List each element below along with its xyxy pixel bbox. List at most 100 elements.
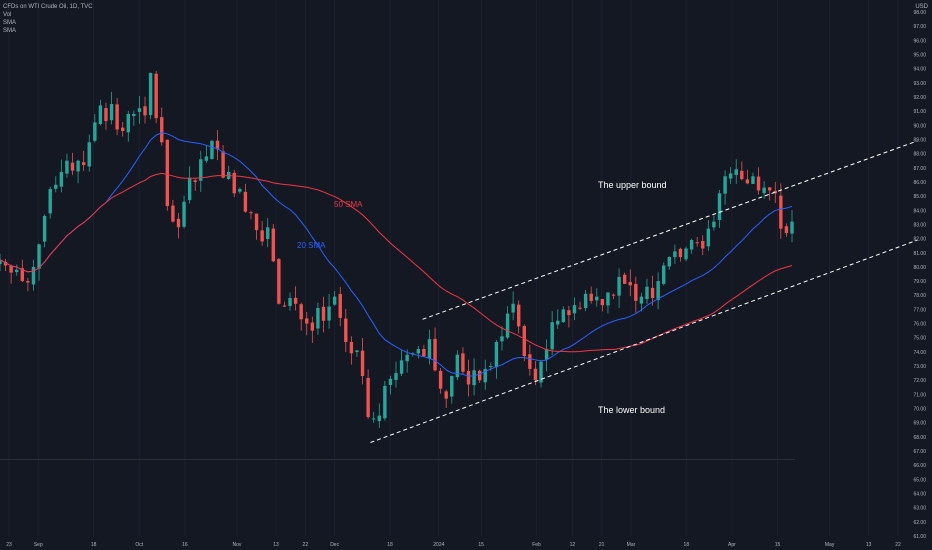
candle-body xyxy=(305,318,309,324)
price-axis[interactable]: 61.00 62.00 63.00 64.00 65.00 66.00 67.00 68.00… xyxy=(913,10,926,540)
y-tick-label: 65.00 xyxy=(913,477,926,483)
x-tick-label: Dec xyxy=(330,542,339,548)
candle-body xyxy=(9,265,13,273)
candle-body xyxy=(59,172,64,187)
y-tick-label: 69.00 xyxy=(913,421,926,427)
sma20-line xyxy=(0,132,793,377)
x-tick-label: Sep xyxy=(34,542,43,548)
candle-body xyxy=(193,180,197,182)
candle-body xyxy=(595,296,599,301)
y-tick-label: 83.00 xyxy=(913,222,926,228)
y-tick-label: 67.00 xyxy=(913,449,926,455)
legend-sma-2[interactable]: SMA xyxy=(3,28,17,34)
sma20-label: 20 SMA xyxy=(297,241,326,250)
candle-body xyxy=(511,303,515,313)
candle-body xyxy=(444,391,448,399)
candle-body xyxy=(394,373,398,380)
y-tick-label: 96.00 xyxy=(913,38,926,44)
candle-body xyxy=(37,244,41,269)
candle-body xyxy=(539,361,543,383)
candle-body xyxy=(433,338,437,371)
candle-body xyxy=(533,368,538,381)
y-tick-label: 73.00 xyxy=(913,364,926,370)
candle-body xyxy=(673,251,677,258)
grid xyxy=(0,0,899,536)
candle-body xyxy=(20,268,25,282)
y-tick-label: 82.00 xyxy=(913,237,926,243)
candle-body xyxy=(310,322,315,331)
symbol-title[interactable]: CFDs on WTI Crude Oil, 1D, TVC xyxy=(3,4,93,10)
x-tick-label: 22 xyxy=(895,542,901,548)
candle-body xyxy=(578,307,582,309)
candle-body xyxy=(221,151,225,178)
candle-body xyxy=(567,310,571,316)
candle-body xyxy=(645,286,649,300)
candle-body xyxy=(494,341,499,368)
candle-body xyxy=(232,172,236,194)
candle-body xyxy=(65,160,69,174)
candle-body xyxy=(160,117,164,143)
candle-body xyxy=(293,297,298,304)
candle-body xyxy=(556,320,560,325)
candle-body xyxy=(93,122,97,141)
candle-body xyxy=(695,242,699,244)
legend-sma-1[interactable]: SMA xyxy=(3,20,17,26)
y-tick-label: 85.00 xyxy=(913,194,926,200)
candle-body xyxy=(154,73,158,119)
y-tick-label: 63.00 xyxy=(913,506,926,512)
x-tick-label: 22 xyxy=(303,542,309,548)
candle-body xyxy=(254,213,259,231)
candle-body xyxy=(405,354,409,362)
y-tick-label: 98.00 xyxy=(913,10,926,16)
candle-body xyxy=(355,350,359,353)
time-axis[interactable]: 23 Sep 18 Oct 16 Nov 13 22 Dec 18 2024 15 Feb 12 21 Mar… xyxy=(6,542,901,548)
y-tick-label: 81.00 xyxy=(913,251,926,257)
candle-body xyxy=(316,307,320,329)
candle-body xyxy=(600,298,605,306)
candle-body xyxy=(81,162,86,165)
candle-body xyxy=(210,140,214,160)
y-tick-label: 66.00 xyxy=(913,463,926,469)
candle-body xyxy=(266,227,270,239)
candle-body xyxy=(784,226,789,233)
x-tick-label: Feb xyxy=(532,542,541,548)
legend-vol[interactable]: Vol xyxy=(3,12,12,18)
candle-body xyxy=(455,354,460,378)
y-tick-label: 72.00 xyxy=(913,378,926,384)
candle-body xyxy=(282,305,287,307)
x-tick-label: 18 xyxy=(387,542,393,548)
x-tick-label: Apr xyxy=(728,542,736,548)
candle-body xyxy=(121,127,125,131)
y-tick-label: 80.00 xyxy=(913,265,926,271)
candle-body xyxy=(528,354,532,369)
candle-body xyxy=(656,281,660,301)
y-tick-label: 71.00 xyxy=(913,392,926,398)
x-tick-label: 15 xyxy=(775,542,781,548)
candle-body xyxy=(48,189,52,214)
y-tick-label: 77.00 xyxy=(913,307,926,313)
candle-body xyxy=(327,306,331,321)
candle-body xyxy=(684,248,688,260)
candle-body xyxy=(148,72,153,116)
candle-body xyxy=(667,257,671,267)
candle-body xyxy=(165,139,170,207)
candle-body xyxy=(15,269,19,273)
candle-body xyxy=(176,218,181,228)
candle-body xyxy=(751,176,755,184)
candle-body xyxy=(54,184,58,189)
candle-body xyxy=(3,262,8,266)
y-tick-label: 93.00 xyxy=(913,81,926,87)
x-tick-label: 16 xyxy=(182,542,188,548)
candle-body xyxy=(383,385,387,419)
x-tick-label: 15 xyxy=(478,542,484,548)
y-tick-label: 79.00 xyxy=(913,279,926,285)
candle-body xyxy=(271,228,275,262)
candle-body xyxy=(489,366,493,368)
candle-body xyxy=(717,193,722,221)
candle-body xyxy=(260,230,264,242)
candle-body xyxy=(215,140,220,150)
y-tick-label: 87.00 xyxy=(913,166,926,172)
x-tick-label: 23 xyxy=(6,542,12,548)
